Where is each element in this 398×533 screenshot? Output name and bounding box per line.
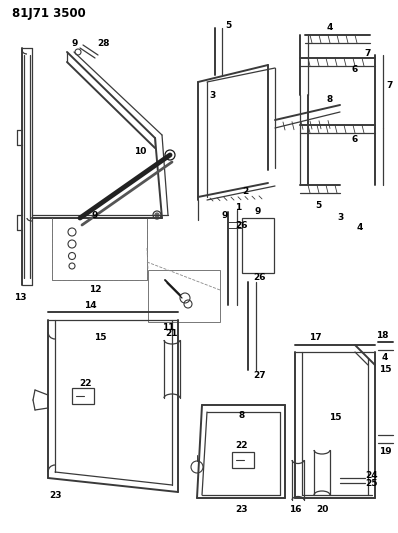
- Text: 8: 8: [327, 95, 333, 104]
- Text: 13: 13: [14, 294, 26, 303]
- Text: 3: 3: [209, 91, 215, 100]
- Text: 23: 23: [236, 505, 248, 514]
- Text: 4: 4: [357, 223, 363, 232]
- Text: 23: 23: [49, 491, 61, 500]
- Text: 2: 2: [242, 188, 248, 197]
- Text: 7: 7: [365, 49, 371, 58]
- Bar: [72, 388, 94, 404]
- Text: 25: 25: [366, 479, 378, 488]
- Text: 20: 20: [316, 505, 328, 514]
- Text: 27: 27: [254, 370, 266, 379]
- Bar: [242, 218, 274, 273]
- Text: 17: 17: [309, 334, 321, 343]
- Text: 6: 6: [352, 135, 358, 144]
- Text: 22: 22: [79, 378, 91, 387]
- Text: 24: 24: [366, 472, 378, 481]
- Text: 3: 3: [337, 213, 343, 222]
- Text: 26: 26: [254, 272, 266, 281]
- Text: 7: 7: [387, 80, 393, 90]
- Text: 9: 9: [92, 211, 98, 220]
- Text: 15: 15: [329, 414, 341, 423]
- Bar: [232, 452, 254, 468]
- Text: 10: 10: [134, 148, 146, 157]
- Bar: [52, 218, 147, 280]
- Text: 9: 9: [222, 211, 228, 220]
- Text: 9: 9: [255, 207, 261, 216]
- Text: 22: 22: [236, 441, 248, 450]
- Text: 28: 28: [97, 39, 109, 49]
- Bar: [148, 270, 220, 322]
- Text: 6: 6: [352, 66, 358, 75]
- Circle shape: [155, 213, 159, 217]
- Text: 14: 14: [84, 302, 96, 311]
- Text: 16: 16: [289, 505, 301, 514]
- Text: 19: 19: [378, 448, 391, 456]
- Text: 26: 26: [236, 221, 248, 230]
- Text: 15: 15: [379, 366, 391, 375]
- Text: 4: 4: [327, 23, 333, 33]
- Text: 18: 18: [376, 330, 388, 340]
- Text: 9: 9: [72, 39, 78, 49]
- Text: 81J71 3500: 81J71 3500: [12, 7, 86, 20]
- Text: 1: 1: [235, 203, 241, 212]
- Text: 21: 21: [166, 328, 178, 337]
- Text: 8: 8: [239, 410, 245, 419]
- Text: 15: 15: [94, 334, 106, 343]
- Text: 11: 11: [162, 324, 174, 333]
- Text: 5: 5: [225, 20, 231, 29]
- Text: 5: 5: [315, 200, 321, 209]
- Text: 12: 12: [89, 286, 101, 295]
- Text: 4: 4: [382, 353, 388, 362]
